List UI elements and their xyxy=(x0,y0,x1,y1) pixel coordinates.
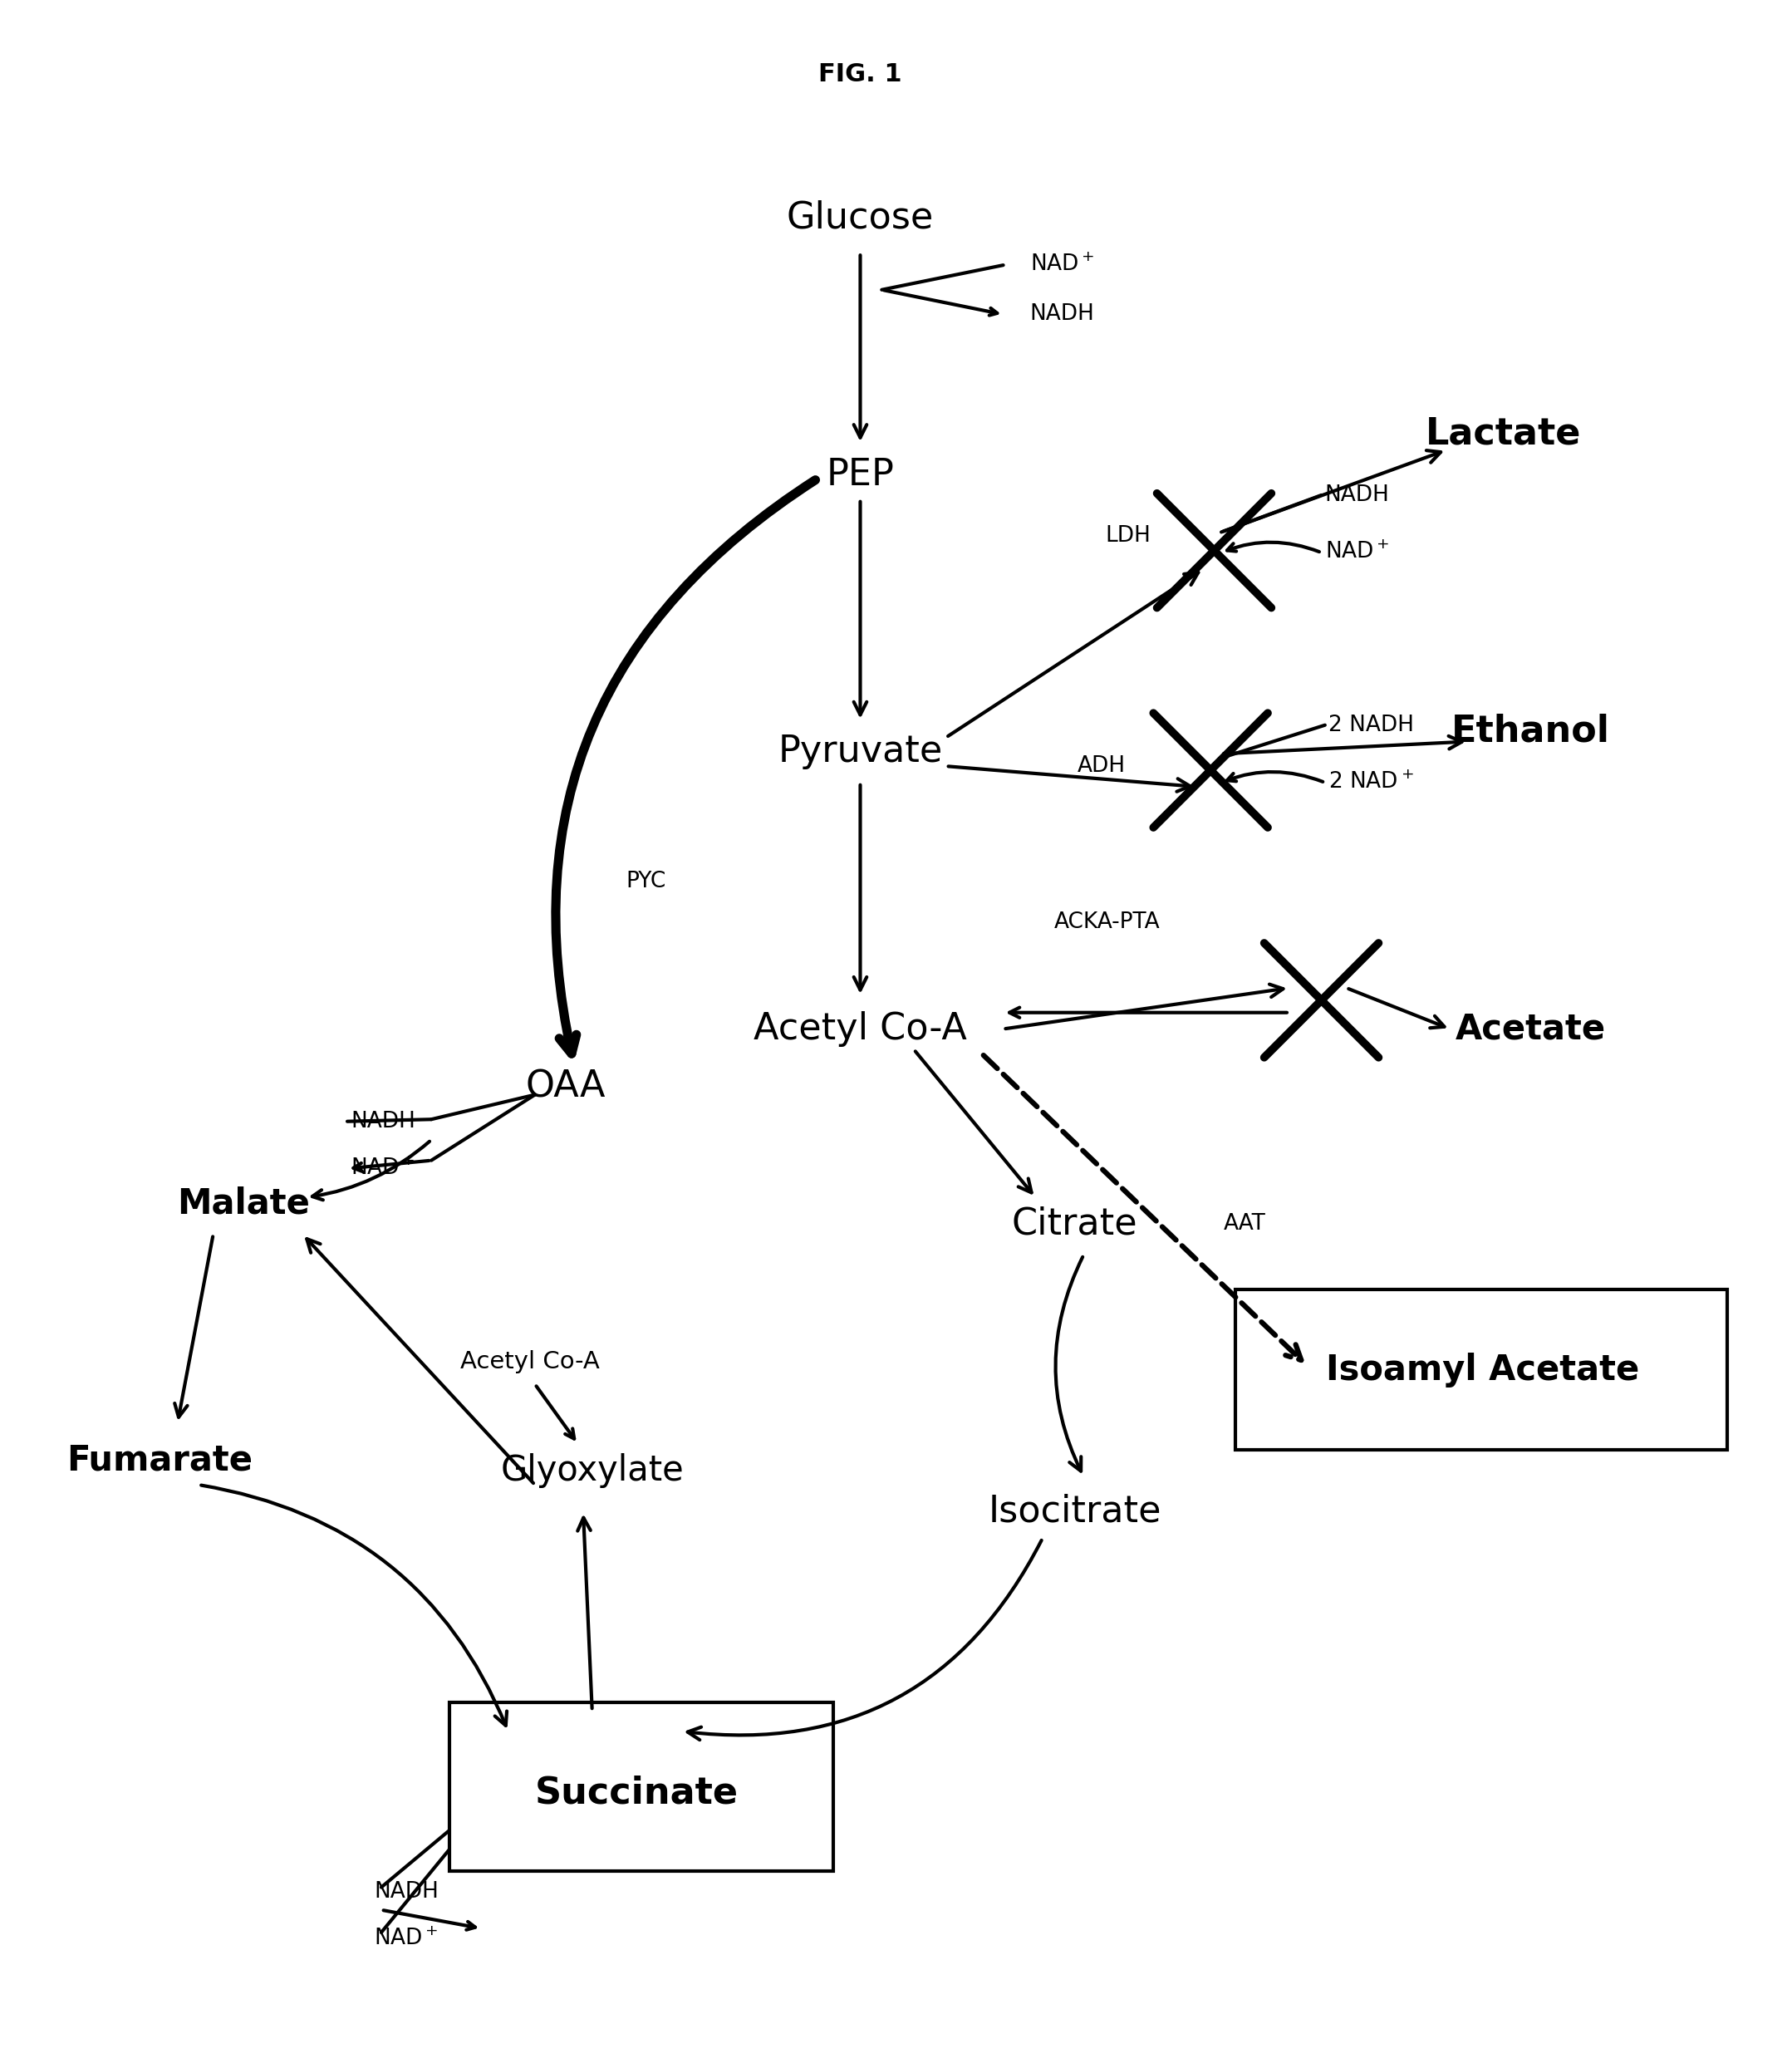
Text: Glyoxylate: Glyoxylate xyxy=(500,1453,685,1488)
Text: LDH: LDH xyxy=(1106,525,1150,547)
Text: NAD$^+$: NAD$^+$ xyxy=(1030,255,1095,276)
Text: NAD$^+$: NAD$^+$ xyxy=(1324,541,1389,564)
Text: Acetyl Co-A: Acetyl Co-A xyxy=(461,1350,599,1373)
Text: FIG. 1: FIG. 1 xyxy=(819,62,901,86)
Text: Acetate: Acetate xyxy=(1455,1013,1606,1045)
Text: NAD$^+$: NAD$^+$ xyxy=(375,1928,439,1949)
Text: PEP: PEP xyxy=(826,457,894,492)
Text: Citrate: Citrate xyxy=(1012,1206,1138,1241)
Text: Succinate: Succinate xyxy=(536,1774,738,1811)
Text: Ethanol: Ethanol xyxy=(1452,714,1609,749)
Text: Acetyl Co-A: Acetyl Co-A xyxy=(754,1010,968,1048)
Text: 2 NAD$^+$: 2 NAD$^+$ xyxy=(1328,772,1414,794)
Text: PYC: PYC xyxy=(625,871,667,891)
Text: Glucose: Glucose xyxy=(787,200,934,237)
Text: NADH: NADH xyxy=(1030,305,1095,325)
FancyBboxPatch shape xyxy=(1236,1290,1727,1451)
Text: 2 NADH: 2 NADH xyxy=(1328,714,1414,737)
Text: Malate: Malate xyxy=(177,1185,310,1220)
Text: ADH: ADH xyxy=(1077,755,1125,778)
Text: Isocitrate: Isocitrate xyxy=(987,1494,1161,1529)
Text: Lactate: Lactate xyxy=(1426,416,1582,451)
Text: NADH: NADH xyxy=(1324,484,1389,506)
Text: NAD$^+$: NAD$^+$ xyxy=(351,1159,416,1179)
FancyBboxPatch shape xyxy=(450,1702,833,1871)
Text: ACKA-PTA: ACKA-PTA xyxy=(1054,912,1159,932)
Text: NADH: NADH xyxy=(351,1111,416,1132)
Text: OAA: OAA xyxy=(525,1068,606,1105)
Text: Pyruvate: Pyruvate xyxy=(778,735,943,770)
Text: AAT: AAT xyxy=(1224,1214,1265,1235)
Text: NADH: NADH xyxy=(375,1881,439,1902)
Text: Fumarate: Fumarate xyxy=(66,1443,253,1478)
Text: Isoamyl Acetate: Isoamyl Acetate xyxy=(1326,1352,1640,1387)
